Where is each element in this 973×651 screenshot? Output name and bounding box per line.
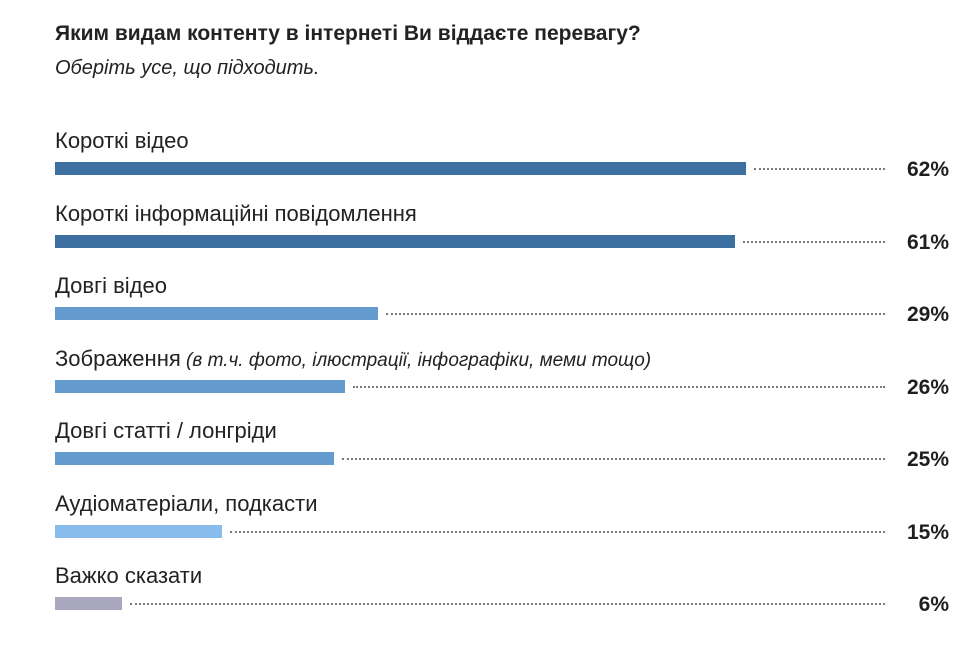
category-text: Короткі інформаційні повідомлення <box>55 200 417 226</box>
chart-title: Яким видам контенту в інтернеті Ви відда… <box>55 22 641 45</box>
chart-subtitle: Оберіть усе, що підходить. <box>55 57 320 79</box>
category-label: Важко сказати <box>55 563 202 589</box>
value-label: 25% <box>906 448 949 471</box>
leader-dots <box>352 385 885 388</box>
category-label: Короткі інформаційні повідомлення <box>55 201 417 227</box>
leader-dots <box>230 530 885 533</box>
category-label: Зображення (в т.ч. фото, ілюстрації, інф… <box>55 346 651 372</box>
bar <box>55 379 345 393</box>
category-label: Аудіоматеріали, подкасти <box>55 491 318 517</box>
category-text: Короткі відео <box>55 128 189 153</box>
bar-row: Зображення (в т.ч. фото, ілюстрації, інф… <box>0 346 973 418</box>
leader-dots <box>386 313 885 315</box>
leader-dots <box>129 603 885 605</box>
value-label: 15% <box>906 520 949 544</box>
leader-dots <box>743 240 885 243</box>
value-label: 26% <box>906 375 949 399</box>
category-text: Важко сказати <box>55 563 203 588</box>
bar-row: Короткі інформаційні повідомлення 61% <box>0 201 973 273</box>
bar <box>55 452 334 465</box>
bar-row: Аудіоматеріали, подкасти 15% <box>0 491 973 563</box>
bar <box>55 307 379 320</box>
bar-row: Довгі відео 29% <box>0 273 973 345</box>
category-text: Довгі статті / лонгріди <box>55 418 277 443</box>
leader-dots <box>341 458 885 460</box>
leader-dots <box>754 168 885 170</box>
category-text: Аудіоматеріали, подкасти <box>55 490 318 516</box>
bar-row: Важко сказати 6% <box>0 563 973 635</box>
value-label: 29% <box>906 303 949 326</box>
category-label: Довгі відео <box>55 273 167 299</box>
category-text: Довгі відео <box>55 273 167 298</box>
bar <box>55 234 736 248</box>
category-label: Довгі статті / лонгріди <box>55 418 277 444</box>
bar-row: Довгі статті / лонгріди 25% <box>0 418 973 490</box>
value-label: 62% <box>906 158 949 181</box>
bar <box>55 162 747 175</box>
bar <box>55 524 223 538</box>
category-label: Короткі відео <box>55 128 189 154</box>
category-note: (в т.ч. фото, ілюстрації, інфографіки, м… <box>180 349 652 371</box>
value-label: 6% <box>918 593 949 616</box>
value-label: 61% <box>906 230 949 254</box>
bar-row: Короткі відео 62% <box>0 128 973 200</box>
category-text: Зображення <box>55 345 181 371</box>
bar <box>55 597 122 610</box>
